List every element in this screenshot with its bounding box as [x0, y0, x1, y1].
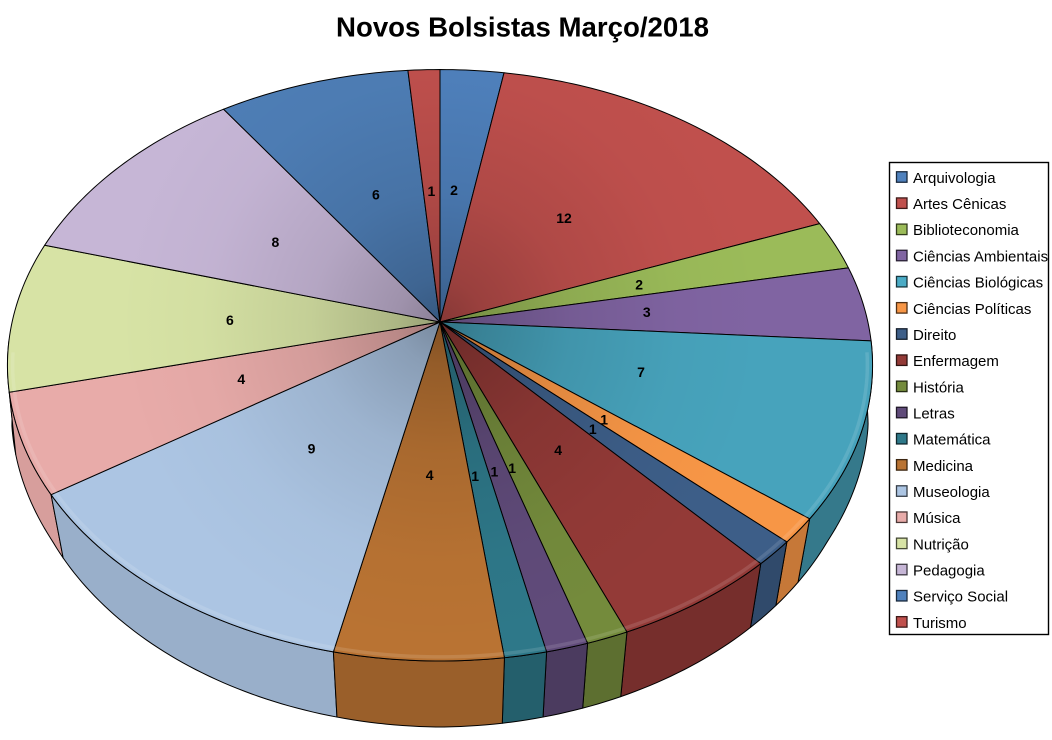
svg-text:Artes Cênicas: Artes Cênicas	[913, 196, 1006, 213]
svg-text:Direito: Direito	[913, 327, 956, 344]
svg-text:2: 2	[450, 182, 458, 198]
svg-text:3: 3	[643, 304, 651, 320]
svg-text:Medicina: Medicina	[913, 458, 974, 475]
svg-text:Ciências Políticas: Ciências Políticas	[913, 301, 1031, 318]
svg-text:Pedagogia: Pedagogia	[913, 562, 985, 579]
svg-text:Arquivologia: Arquivologia	[913, 170, 996, 187]
svg-text:Ciências Biológicas: Ciências Biológicas	[913, 275, 1043, 292]
svg-text:1: 1	[600, 411, 608, 427]
svg-text:7: 7	[637, 364, 645, 380]
svg-text:Ciências Ambientais: Ciências Ambientais	[913, 248, 1048, 265]
svg-text:1: 1	[508, 460, 516, 476]
svg-text:Turismo: Turismo	[913, 615, 967, 632]
svg-text:Novos Bolsistas Março/2018: Novos Bolsistas Março/2018	[336, 12, 709, 43]
svg-text:2: 2	[635, 276, 643, 292]
svg-text:Enfermagem: Enfermagem	[913, 353, 999, 370]
svg-text:4: 4	[554, 442, 562, 458]
svg-text:Museologia: Museologia	[913, 484, 990, 501]
svg-text:1: 1	[428, 183, 436, 199]
svg-text:Biblioteconomia: Biblioteconomia	[913, 222, 1020, 239]
svg-text:4: 4	[237, 371, 245, 387]
svg-text:6: 6	[372, 186, 380, 202]
svg-text:Matemática: Matemática	[913, 432, 991, 449]
svg-text:Nutrição: Nutrição	[913, 536, 969, 553]
svg-text:8: 8	[272, 234, 280, 250]
svg-text:Música: Música	[913, 510, 961, 527]
svg-text:História: História	[913, 379, 965, 396]
svg-text:4: 4	[426, 467, 434, 483]
svg-text:Serviço Social: Serviço Social	[913, 589, 1008, 606]
svg-text:12: 12	[556, 210, 572, 226]
svg-text:1: 1	[589, 421, 597, 437]
svg-text:1: 1	[491, 464, 499, 480]
svg-text:6: 6	[226, 312, 234, 328]
svg-text:1: 1	[471, 468, 479, 484]
svg-text:9: 9	[308, 441, 316, 457]
svg-text:Letras: Letras	[913, 405, 955, 422]
